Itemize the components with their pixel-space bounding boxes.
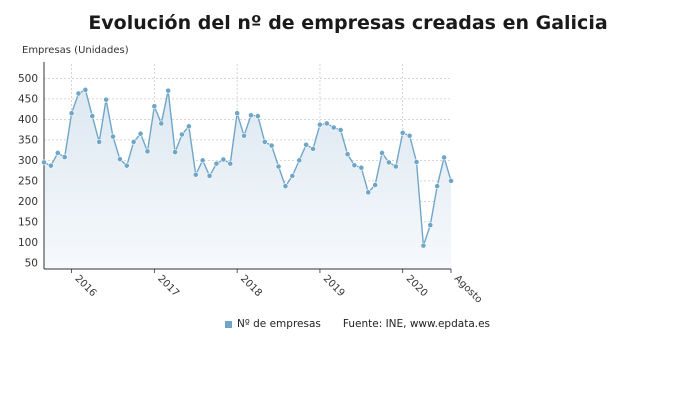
data-point[interactable] bbox=[310, 145, 316, 152]
x-tick-label: 2016 bbox=[72, 273, 98, 299]
legend-swatch bbox=[225, 320, 232, 328]
data-point[interactable] bbox=[96, 138, 103, 145]
data-point[interactable] bbox=[289, 173, 296, 179]
y-tick-label: 400 bbox=[18, 114, 38, 126]
data-point[interactable] bbox=[179, 131, 185, 138]
data-point[interactable] bbox=[282, 183, 289, 190]
x-tick-label: 2019 bbox=[321, 273, 347, 299]
data-point[interactable] bbox=[213, 160, 220, 167]
data-point[interactable] bbox=[165, 87, 172, 94]
data-point[interactable] bbox=[330, 124, 337, 131]
data-point[interactable] bbox=[434, 183, 441, 190]
data-point[interactable] bbox=[358, 164, 365, 171]
y-tick-label: 200 bbox=[18, 196, 38, 208]
data-point[interactable] bbox=[89, 113, 96, 119]
chart-title: Evolución del nº de empresas creadas en … bbox=[88, 12, 608, 34]
y-tick-labels: 50 100 150 200 250 300 350 400 450 500 bbox=[18, 73, 38, 270]
data-point[interactable] bbox=[317, 121, 323, 128]
points-layer bbox=[41, 86, 454, 249]
data-point[interactable] bbox=[151, 103, 158, 110]
data-point[interactable] bbox=[206, 173, 213, 179]
x-tick-label: 2018 bbox=[238, 273, 264, 299]
y-tick-label: 350 bbox=[18, 134, 38, 146]
data-point[interactable] bbox=[144, 148, 151, 155]
data-point[interactable] bbox=[116, 156, 123, 163]
legend: Nº de empresas Fuente: INE, www.epdata.e… bbox=[225, 318, 490, 330]
data-point[interactable] bbox=[254, 113, 261, 119]
x-tick-label: 2017 bbox=[155, 273, 181, 299]
y-tick-label: 300 bbox=[18, 155, 38, 167]
legend-series-label: Nº de empresas bbox=[237, 318, 321, 330]
data-point[interactable] bbox=[351, 162, 358, 169]
y-tick-label: 250 bbox=[18, 175, 38, 187]
data-point[interactable] bbox=[54, 150, 61, 156]
series-area bbox=[44, 89, 451, 269]
data-point[interactable] bbox=[303, 141, 310, 148]
data-point[interactable] bbox=[392, 163, 399, 170]
y-tick-label: 150 bbox=[18, 216, 38, 228]
data-point[interactable] bbox=[68, 110, 75, 117]
data-point[interactable] bbox=[296, 157, 303, 164]
data-point[interactable] bbox=[365, 189, 372, 196]
data-point[interactable] bbox=[248, 112, 254, 119]
data-point[interactable] bbox=[220, 156, 227, 163]
data-point[interactable] bbox=[344, 151, 351, 158]
data-point[interactable] bbox=[110, 133, 116, 140]
data-point[interactable] bbox=[420, 242, 427, 249]
data-point[interactable] bbox=[185, 123, 192, 130]
data-point[interactable] bbox=[103, 96, 109, 103]
data-point[interactable] bbox=[399, 129, 406, 136]
data-point[interactable] bbox=[137, 130, 144, 137]
data-point[interactable] bbox=[241, 132, 247, 139]
data-point[interactable] bbox=[227, 160, 234, 167]
data-point[interactable] bbox=[234, 110, 241, 117]
data-point[interactable] bbox=[337, 127, 344, 133]
data-point[interactable] bbox=[158, 120, 165, 127]
data-point[interactable] bbox=[275, 163, 282, 170]
x-tick-labels: 2016 2017 2018 2019 2020 Agosto bbox=[72, 273, 484, 305]
axis-layer bbox=[43, 62, 452, 273]
y-axis-label: Empresas (Unidades) bbox=[22, 45, 129, 56]
data-point[interactable] bbox=[406, 132, 413, 139]
data-point[interactable] bbox=[123, 162, 130, 169]
y-tick-label: 100 bbox=[18, 237, 38, 249]
data-point[interactable] bbox=[379, 150, 385, 156]
data-point[interactable] bbox=[48, 162, 54, 169]
data-point[interactable] bbox=[372, 182, 379, 188]
data-point[interactable] bbox=[41, 159, 47, 166]
data-point[interactable] bbox=[323, 120, 330, 127]
data-point[interactable] bbox=[199, 157, 206, 164]
data-point[interactable] bbox=[172, 149, 178, 156]
x-tick-label: Agosto bbox=[452, 273, 484, 305]
data-point[interactable] bbox=[75, 90, 82, 97]
x-tick-label: 2020 bbox=[404, 273, 430, 299]
data-point[interactable] bbox=[192, 171, 199, 178]
data-point[interactable] bbox=[427, 222, 434, 229]
data-point[interactable] bbox=[413, 159, 420, 165]
data-point[interactable] bbox=[261, 138, 268, 145]
data-point[interactable] bbox=[130, 138, 137, 145]
data-point[interactable] bbox=[448, 177, 454, 184]
y-tick-label: 50 bbox=[25, 257, 38, 269]
source-note: Fuente: INE, www.epdata.es bbox=[342, 318, 491, 330]
y-tick-label: 500 bbox=[18, 73, 38, 85]
y-tick-label: 450 bbox=[18, 93, 38, 105]
data-point[interactable] bbox=[441, 154, 447, 161]
data-point[interactable] bbox=[61, 154, 68, 160]
data-point[interactable] bbox=[386, 159, 392, 166]
data-point[interactable] bbox=[82, 86, 89, 93]
data-point[interactable] bbox=[268, 142, 275, 149]
